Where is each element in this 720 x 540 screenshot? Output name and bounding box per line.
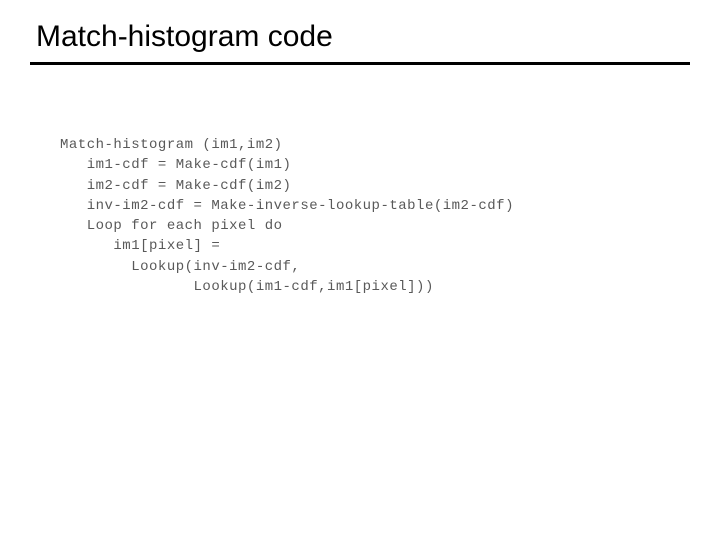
slide-container: Match-histogram code Match-histogram (im… (0, 0, 720, 540)
code-line: im1-cdf = Make-cdf(im1) (60, 157, 291, 173)
code-line: im1[pixel] = (60, 238, 220, 254)
code-line: Lookup(inv-im2-cdf, (60, 259, 300, 275)
code-block: Match-histogram (im1,im2) im1-cdf = Make… (30, 135, 690, 297)
code-line: Lookup(im1-cdf,im1[pixel])) (60, 279, 434, 295)
code-line: Match-histogram (im1,im2) (60, 137, 283, 153)
title-divider (30, 62, 690, 65)
code-line: inv-im2-cdf = Make-inverse-lookup-table(… (60, 198, 514, 214)
code-line: im2-cdf = Make-cdf(im2) (60, 178, 291, 194)
slide-title: Match-histogram code (30, 20, 690, 54)
code-line: Loop for each pixel do (60, 218, 283, 234)
